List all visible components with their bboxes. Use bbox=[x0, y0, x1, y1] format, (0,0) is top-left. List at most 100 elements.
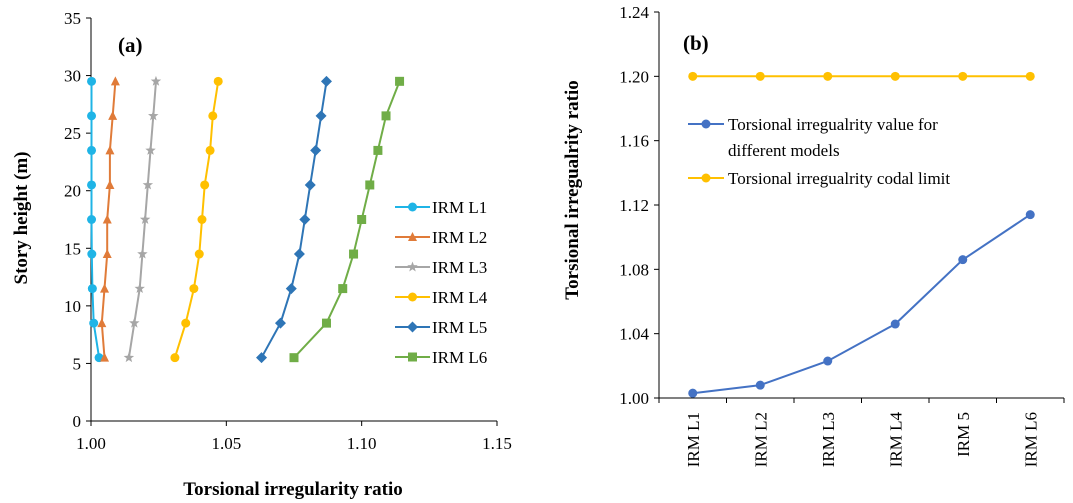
panel-a-series-2-point bbox=[110, 76, 120, 86]
panel-b-y-axis-title: Torsional irregualrity ratio bbox=[562, 80, 583, 300]
panel-a-series-1-point bbox=[87, 249, 97, 259]
panel-b-legend-swatch-marker bbox=[701, 173, 711, 183]
panel-a-series-4-point bbox=[205, 145, 215, 155]
panel-a-y-tick-label: 20 bbox=[64, 182, 81, 201]
panel-a-x-tick-label: 1.15 bbox=[482, 434, 512, 453]
panel-a-series-2-point bbox=[102, 249, 112, 259]
panel-a-series-6-point bbox=[338, 284, 348, 294]
panel-a-legend-label: IRM L6 bbox=[432, 348, 487, 367]
panel-b-y-tick-label: 1.24 bbox=[619, 3, 649, 22]
panel-b-y-tick-label: 1.16 bbox=[619, 132, 649, 151]
panel-a-series-6-point bbox=[349, 249, 359, 259]
panel-a-y-tick-label: 35 bbox=[64, 9, 81, 28]
panel-b-x-tick-label: IRM 5 bbox=[954, 412, 973, 457]
panel-a-series-3-point bbox=[150, 75, 162, 86]
panel-b-legend-label: Torsional irregualrity codal limit bbox=[728, 169, 950, 188]
panel-a-series-line-5 bbox=[260, 81, 328, 359]
panel-a-series-6-point bbox=[321, 318, 331, 328]
panel-a-series-3-point bbox=[137, 248, 148, 259]
panel-a-series-4-point bbox=[189, 284, 199, 294]
panel-b-label: (b) bbox=[683, 31, 709, 55]
panel-a-series-5-point bbox=[310, 144, 322, 156]
panel-a-series-6-point bbox=[357, 215, 367, 224]
panel-a-series-4-point bbox=[194, 249, 204, 259]
panel-b-series-1-point bbox=[688, 388, 698, 398]
panel-b-series-1-point bbox=[1025, 210, 1035, 220]
panel-b-x-tick-label: IRM L1 bbox=[684, 412, 703, 467]
panel-b-series-2-point bbox=[823, 71, 833, 81]
panel-b-series-1-point bbox=[755, 380, 765, 390]
panel-a-series-2-point bbox=[100, 352, 110, 362]
panel-b-y-tick-label: 1.20 bbox=[619, 67, 649, 86]
panel-a-y-axis-title: Story height (m) bbox=[11, 152, 32, 285]
panel-a-series-1-point bbox=[87, 111, 97, 121]
panel-a-series-5-point bbox=[299, 214, 311, 225]
panel-a-series-5-point bbox=[274, 317, 286, 329]
panel-a-legend-swatch-marker bbox=[408, 292, 417, 302]
panel-a-legend-swatch-marker bbox=[408, 232, 417, 241]
panel-a-legend-swatch-marker bbox=[407, 321, 418, 333]
panel-a-legend-label: IRM L5 bbox=[432, 318, 487, 337]
panel-a-series-4-point bbox=[181, 318, 191, 328]
panel-b-y-tick-label: 1.04 bbox=[619, 325, 649, 344]
panel-b-series-2-point bbox=[958, 71, 968, 81]
panel-a-series-6-point bbox=[365, 180, 375, 190]
panel-a-label: (a) bbox=[118, 33, 143, 57]
panel-a-series-line-4 bbox=[173, 81, 220, 358]
panel-b-legend-label: Torsional irregualrity value for bbox=[728, 115, 938, 134]
panel-a-series-3-point bbox=[123, 352, 135, 363]
panel-a-legend-label: IRM L2 bbox=[432, 228, 487, 247]
panel-a-series-4-point bbox=[213, 76, 223, 86]
panel-b-x-tick-label: IRM L3 bbox=[819, 412, 838, 467]
panel-a-y-tick-label: 0 bbox=[73, 412, 82, 431]
panel-a-series-5-point bbox=[285, 283, 297, 295]
panel-a-x-tick-label: 1.10 bbox=[347, 434, 377, 453]
panel-a-series-4-point bbox=[170, 353, 180, 363]
panel-b-series-1-point bbox=[958, 255, 968, 265]
panel-a-legend-swatch-marker bbox=[408, 352, 417, 362]
panel-b-series-2-point bbox=[688, 71, 698, 81]
panel-b-legend-swatch-marker bbox=[701, 119, 711, 129]
panel-a-series-5-point bbox=[315, 110, 327, 122]
panel-a-series-3-point bbox=[134, 283, 145, 294]
panel-b-series-1-point bbox=[890, 319, 900, 329]
panel-a-y-tick-label: 10 bbox=[64, 297, 81, 316]
panel-a-y-tick-label: 15 bbox=[64, 239, 81, 258]
panel-a-series-1-point bbox=[87, 145, 97, 155]
panel-a-series-1-point bbox=[89, 318, 99, 328]
panel-a-series-3-point bbox=[142, 179, 154, 190]
panel-a-legend-swatch-marker bbox=[407, 261, 418, 272]
panel-a-series-3-point bbox=[145, 144, 156, 155]
panel-b-x-tick-label: IRM L4 bbox=[886, 412, 905, 468]
panel-a-series-1-point bbox=[87, 180, 97, 190]
panel-a-series-5-point bbox=[304, 179, 316, 191]
panel-b-series-2-point bbox=[890, 71, 900, 81]
panel-a-series-6-point bbox=[373, 145, 383, 155]
panel-a-series-5-point bbox=[320, 75, 332, 87]
panel-a-legend-swatch-marker bbox=[408, 202, 417, 212]
panel-a-legend-label: IRM L3 bbox=[432, 258, 487, 277]
panel-a-x-axis-title: Torsional irregularity ratio bbox=[183, 479, 403, 500]
panel-a-series-4-point bbox=[197, 215, 207, 224]
panel-a-series-1-point bbox=[87, 215, 97, 224]
panel-b-series-2-point bbox=[1025, 71, 1035, 81]
panel-b-series-2-point bbox=[755, 71, 765, 81]
panel-b-x-tick-label: IRM L2 bbox=[751, 412, 770, 467]
panel-a-y-tick-label: 5 bbox=[73, 354, 82, 373]
panel-a-series-6-point bbox=[289, 353, 299, 363]
panel-a-series-6-point bbox=[381, 111, 391, 121]
panel-b-x-tick-label: IRM L6 bbox=[1021, 412, 1040, 467]
panel-a: (a) Torsional irregularity ratio Story h… bbox=[11, 9, 512, 500]
panel-a-series-2-point bbox=[97, 318, 107, 328]
panel-a-x-tick-label: 1.05 bbox=[211, 434, 241, 453]
panel-b-y-tick-label: 1.00 bbox=[619, 389, 649, 408]
panel-a-series-1-point bbox=[87, 76, 97, 86]
panel-a-series-4-point bbox=[200, 180, 210, 190]
panel-a-series-5-point bbox=[256, 352, 268, 364]
panel-a-y-tick-label: 30 bbox=[64, 67, 81, 86]
panel-a-series-4-point bbox=[208, 111, 218, 121]
panel-a-series-5-point bbox=[293, 248, 305, 260]
panel-a-series-3-point bbox=[129, 317, 140, 328]
panel-a-series-6-point bbox=[395, 76, 405, 86]
panel-a-x-tick-label: 1.00 bbox=[76, 434, 106, 453]
